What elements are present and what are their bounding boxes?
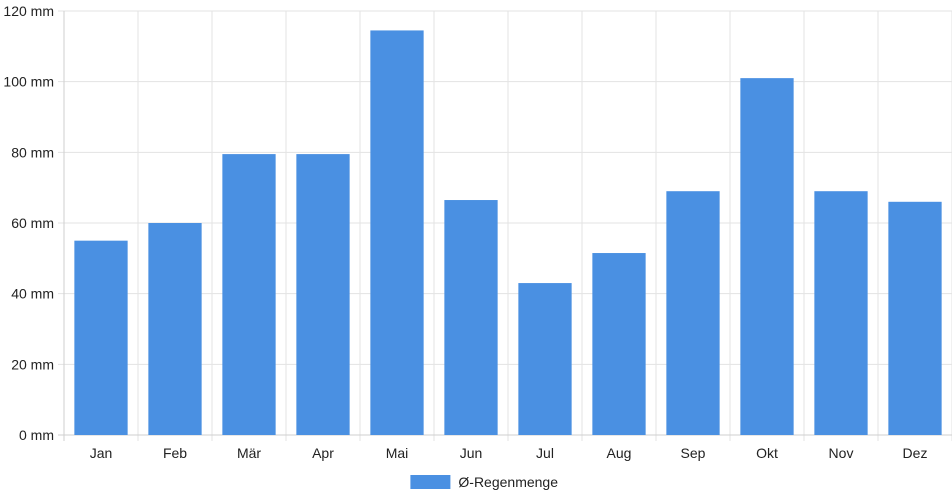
x-tick-label: Okt [756,445,778,461]
bar-nov[interactable] [814,191,868,435]
bar-jun[interactable] [444,200,498,435]
x-tick-label: Jul [536,445,554,461]
y-tick-label: 20 mm [11,356,54,372]
bar-jul[interactable] [518,283,572,435]
x-tick-label: Sep [681,445,706,461]
x-tick-label: Dez [903,445,928,461]
y-tick-label: 0 mm [19,427,54,443]
bar-aug[interactable] [592,253,646,435]
x-tick-label: Jun [460,445,483,461]
x-tick-label: Apr [312,445,334,461]
x-tick-label: Nov [829,445,854,461]
y-tick-label: 60 mm [11,215,54,231]
x-tick-label: Aug [607,445,632,461]
legend-label[interactable]: Ø-Regenmenge [458,474,558,490]
y-tick-label: 40 mm [11,286,54,302]
bar-feb[interactable] [148,223,202,435]
bar-jan[interactable] [74,240,128,435]
bar-okt[interactable] [740,78,794,435]
bar-apr[interactable] [296,154,350,435]
bar-sep[interactable] [666,191,720,435]
y-tick-label: 100 mm [3,74,54,90]
y-tick-label: 80 mm [11,144,54,160]
legend-swatch[interactable] [410,475,451,489]
y-tick-label: 120 mm [3,3,54,19]
bar-mai[interactable] [370,30,424,436]
x-tick-label: Mai [386,445,409,461]
bar-mär[interactable] [222,154,276,435]
bar-dez[interactable] [888,201,942,435]
x-tick-label: Mär [237,445,261,461]
x-tick-label: Feb [163,445,187,461]
x-tick-label: Jan [90,445,113,461]
